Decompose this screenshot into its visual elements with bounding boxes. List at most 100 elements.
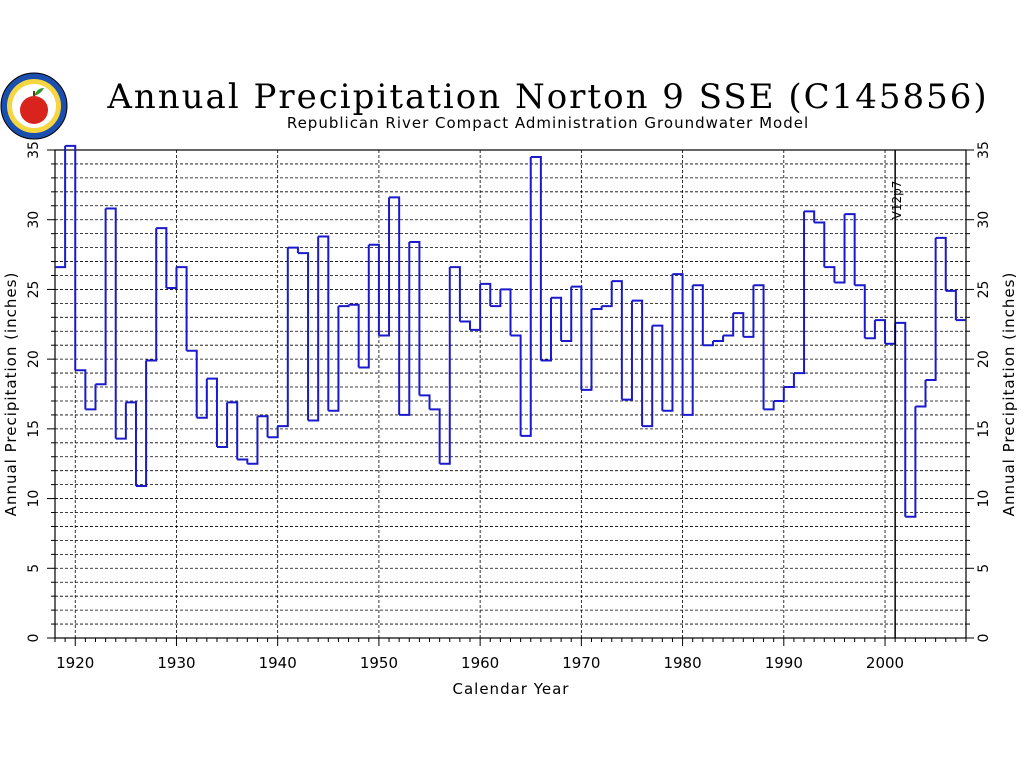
y-tick-label-right: 15 [976, 420, 992, 438]
precipitation-step [399, 242, 411, 416]
y-tick-label-right: 20 [976, 350, 992, 368]
precipitation-step [561, 286, 573, 343]
y-tick-label-left: 30 [26, 211, 42, 229]
plot-frame [54, 149, 967, 639]
precipitation-step [631, 299, 644, 427]
precipitation-step [429, 408, 441, 464]
precipitation-step [470, 283, 482, 331]
precipitation-step [834, 214, 846, 284]
y-tick-label-left: 25 [26, 281, 42, 299]
precipitation-step [378, 197, 391, 337]
precipitation-step [571, 285, 583, 390]
precipitation-step [409, 241, 421, 396]
annotation-label: V12p7 [890, 181, 904, 220]
y-axis-label-right: Annual Precipitation (inches) [1000, 272, 1018, 517]
annotations: V12p7 [890, 150, 904, 638]
precipitation-step [763, 400, 775, 411]
precipitation-step [864, 320, 876, 340]
y-tick-label-left: 5 [26, 564, 42, 573]
x-tick-label: 1990 [765, 654, 803, 672]
x-tick-label: 1970 [562, 654, 600, 672]
y-tick-label-right: 25 [976, 281, 992, 299]
precipitation-step [723, 313, 735, 337]
chart-title: Annual Precipitation Norton 9 SSE (C1458… [106, 77, 988, 117]
precipitation-step [196, 378, 208, 419]
precipitation-step [854, 284, 866, 339]
precipitation-step [75, 369, 87, 410]
y-tick-label-left: 0 [26, 634, 42, 643]
precipitation-step [328, 306, 340, 412]
precipitation-step [733, 312, 745, 337]
y-tick-label-right: 35 [976, 141, 992, 159]
precipitation-step [267, 426, 279, 439]
precipitation-step [743, 285, 755, 338]
y-tick-label-right: 5 [976, 564, 992, 573]
precipitation-step [125, 401, 137, 487]
precipitation-step [490, 289, 502, 308]
precipitation-step [257, 415, 269, 438]
precipitation-step [449, 266, 461, 322]
precipitation-step [591, 306, 603, 310]
precipitation-step [652, 324, 664, 411]
precipitation-step [712, 335, 725, 343]
precipitation-step [935, 236, 947, 291]
y-tick-label-right: 30 [976, 211, 992, 229]
x-axis-label: Calendar Year [453, 680, 570, 698]
precipitation-step [550, 296, 563, 342]
precipitation-step [277, 247, 289, 428]
precipitation-step [500, 288, 512, 336]
precipitation-step [338, 304, 350, 308]
y-tick-label-left: 15 [26, 420, 42, 438]
precipitation-step [540, 297, 552, 362]
precipitation-step [672, 273, 684, 415]
precipitation-step [318, 235, 330, 411]
chart-subtitle: Republican River Compact Administration … [287, 114, 809, 132]
precipitation-step [216, 402, 229, 448]
x-tick-label: 1980 [663, 654, 701, 672]
precipitation-step [915, 380, 927, 408]
precipitation-step [530, 155, 542, 361]
precipitation-step [581, 308, 593, 391]
y-tick-label-right: 0 [976, 634, 992, 643]
precipitation-step [925, 237, 937, 382]
precipitation-step [783, 373, 795, 389]
precipitation-step [439, 267, 451, 465]
precipitation-step [814, 221, 826, 268]
precipitation-step [459, 320, 472, 330]
x-tick-label: 1950 [360, 654, 398, 672]
precipitation-step [905, 406, 917, 518]
precipitation-step [804, 210, 816, 223]
precipitation-step [480, 282, 492, 307]
precipitation-step [105, 207, 117, 439]
precipitation-step [824, 266, 836, 283]
x-tick-label: 1920 [56, 654, 94, 672]
precipitation-step [642, 325, 654, 428]
precipitation-step [297, 252, 310, 421]
precipitation-step [237, 458, 249, 464]
precipitation-step [358, 244, 370, 369]
precipitation-step [227, 401, 239, 460]
precipitation-step [247, 416, 259, 465]
precipitation-step [945, 289, 957, 321]
precipitation-step [308, 236, 320, 422]
precipitation-step [206, 377, 218, 447]
precipitation-step [389, 196, 401, 415]
precipitation-step [176, 266, 188, 351]
precipitation-step [166, 267, 178, 290]
axes [47, 149, 974, 646]
grid-lines [55, 150, 966, 638]
y-tick-label-right: 10 [976, 490, 992, 508]
x-tick-label: 1940 [259, 654, 297, 672]
precipitation-step [55, 145, 67, 269]
precipitation-step [65, 144, 77, 371]
precipitation-step [611, 280, 623, 400]
precipitation-step [186, 349, 198, 418]
x-tick-label: 2000 [866, 654, 904, 672]
precipitation-step [520, 156, 532, 437]
tick-labels: 0 0 5 5 10 10 15 15 20 20 25 25 30 30 35 35 1920 1930 1940… [26, 141, 992, 672]
x-tick-label: 1960 [461, 654, 499, 672]
x-tick-label: 1930 [157, 654, 195, 672]
y-tick-label-left: 35 [26, 141, 42, 159]
precipitation-step [773, 387, 785, 402]
y-tick-label-left: 10 [26, 490, 42, 508]
